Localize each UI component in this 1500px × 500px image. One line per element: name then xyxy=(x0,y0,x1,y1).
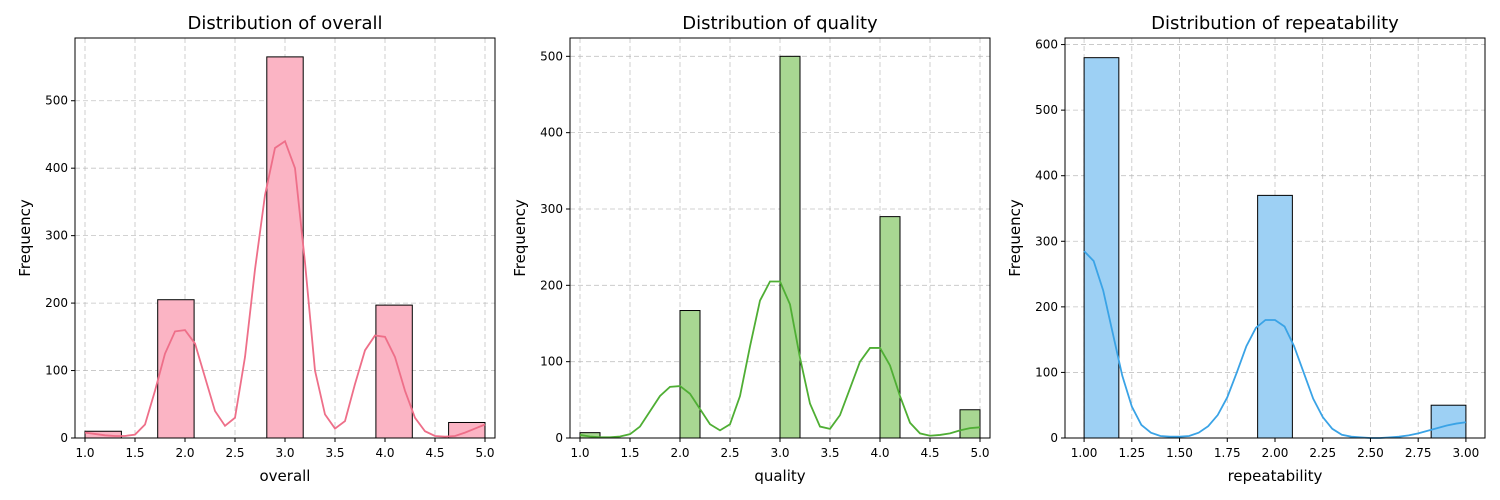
x-tick-label: 1.0 xyxy=(75,446,94,460)
y-tick-label: 500 xyxy=(1035,103,1058,117)
x-axis-label: overall xyxy=(260,467,311,485)
x-tick-label: 1.25 xyxy=(1118,446,1145,460)
x-tick-label: 2.75 xyxy=(1405,446,1432,460)
chart-title: Distribution of quality xyxy=(682,13,878,34)
y-tick-label: 0 xyxy=(1050,431,1058,445)
x-tick-label: 4.5 xyxy=(920,446,939,460)
y-tick-label: 300 xyxy=(540,202,563,216)
chart-panel-3: 1.00 1.25 1.50 1.75 2.00 2.25 2.50 2.75 3.00 0 100… xyxy=(1006,13,1486,485)
y-tick-label: 400 xyxy=(1035,169,1058,183)
histogram-bar xyxy=(1083,57,1120,439)
x-tick-label: 5.0 xyxy=(475,446,494,460)
x-tick-label: 4.0 xyxy=(870,446,889,460)
y-tick-label: 0 xyxy=(60,431,68,445)
histogram-bar xyxy=(679,310,701,439)
y-tick-label: 100 xyxy=(540,355,563,369)
x-axis-label: repeatability xyxy=(1228,467,1323,485)
histogram-bar xyxy=(157,299,195,439)
histogram-bar xyxy=(779,55,801,439)
x-tick-label: 3.0 xyxy=(275,446,294,460)
x-tick-label: 4.0 xyxy=(375,446,394,460)
x-tick-label: 1.75 xyxy=(1214,446,1241,460)
chart-title: Distribution of repeatability xyxy=(1151,13,1399,34)
x-tick-label: 3.00 xyxy=(1453,446,1480,460)
chart-panel-1: 1.0 1.5 2.0 2.5 3.0 3.5 4.0 4.5 5.0 0 100 200 300 400… xyxy=(16,13,496,485)
histogram-bar xyxy=(1430,404,1467,439)
kde-curve xyxy=(84,139,486,438)
histogram-bar xyxy=(1257,194,1293,439)
histogram-bar xyxy=(959,409,981,439)
x-tick-label: 5.0 xyxy=(970,446,989,460)
chart-panel-2: 1.0 1.5 2.0 2.5 3.0 3.5 4.0 4.5 5.0 0 100 200 300 400… xyxy=(511,13,991,485)
y-tick-label: 100 xyxy=(1035,365,1058,379)
x-tick-label: 2.0 xyxy=(175,446,194,460)
x-tick-label: 1.00 xyxy=(1071,446,1098,460)
y-tick-label: 500 xyxy=(45,94,68,108)
x-tick-label: 3.5 xyxy=(325,446,344,460)
y-tick-label: 0 xyxy=(555,431,563,445)
y-tick-label: 300 xyxy=(45,229,68,243)
x-tick-label: 1.5 xyxy=(620,446,639,460)
x-tick-label: 2.5 xyxy=(225,446,244,460)
x-tick-label: 2.5 xyxy=(720,446,739,460)
y-tick-label: 100 xyxy=(45,364,68,378)
x-tick-label: 2.25 xyxy=(1309,446,1336,460)
histogram-bar xyxy=(375,304,413,439)
x-tick-label: 2.0 xyxy=(670,446,689,460)
y-tick-label: 200 xyxy=(1035,300,1058,314)
y-axis-label: Frequency xyxy=(511,199,529,277)
chart-title: Distribution of overall xyxy=(188,13,383,34)
x-tick-label: 4.5 xyxy=(425,446,444,460)
y-tick-label: 500 xyxy=(540,49,563,63)
x-tick-label: 3.0 xyxy=(770,446,789,460)
x-tick-label: 1.0 xyxy=(570,446,589,460)
kde-curve xyxy=(579,280,981,439)
x-axis-label: quality xyxy=(754,467,805,485)
y-tick-label: 600 xyxy=(1035,38,1058,52)
y-axis-label: Frequency xyxy=(16,199,34,277)
kde-curve xyxy=(1083,250,1467,439)
histogram-bar xyxy=(879,216,901,439)
x-tick-label: 3.5 xyxy=(820,446,839,460)
histogram-bar xyxy=(266,56,304,439)
y-tick-label: 300 xyxy=(1035,234,1058,248)
x-tick-label: 1.5 xyxy=(125,446,144,460)
y-tick-label: 200 xyxy=(540,278,563,292)
y-tick-label: 400 xyxy=(540,126,563,140)
x-tick-label: 2.50 xyxy=(1357,446,1384,460)
y-tick-label: 200 xyxy=(45,296,68,310)
y-tick-label: 400 xyxy=(45,161,68,175)
y-axis-label: Frequency xyxy=(1006,199,1024,277)
x-tick-label: 1.50 xyxy=(1166,446,1193,460)
x-tick-label: 2.00 xyxy=(1262,446,1289,460)
